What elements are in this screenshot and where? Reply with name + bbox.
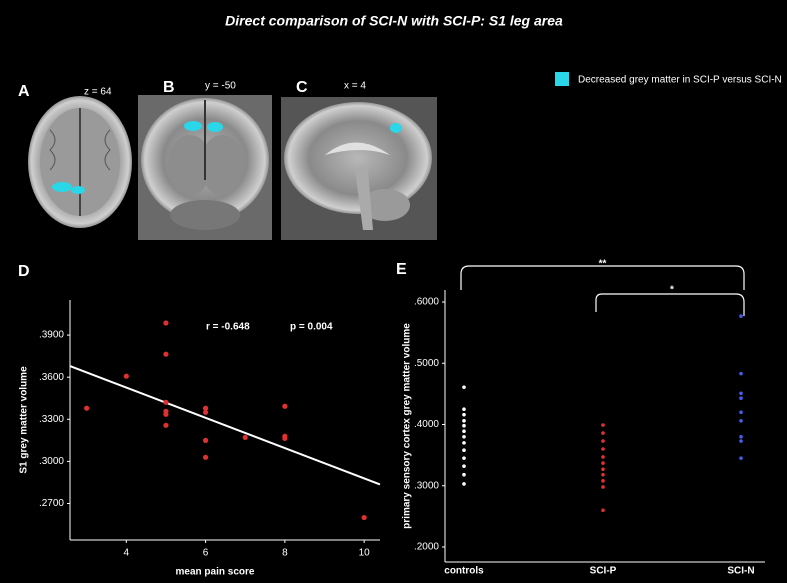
legend-label: Decreased grey matter in SCI-P versus SC… — [578, 75, 782, 86]
annotation: r = -0.648 — [206, 322, 250, 333]
y-tick-label: .5000 — [414, 358, 439, 369]
y-tick-label: .3900 — [39, 330, 64, 341]
y-tick-label: .2700 — [39, 498, 64, 509]
x-tick-label: controls — [444, 566, 484, 577]
x-tick-label: 8 — [282, 548, 288, 559]
point — [202, 409, 209, 415]
panel-label: C — [296, 79, 308, 96]
y-tick-label: .2000 — [414, 542, 439, 553]
point — [462, 423, 466, 428]
point — [462, 385, 466, 389]
point — [739, 434, 743, 439]
highlight — [184, 121, 202, 131]
point — [84, 405, 90, 411]
y-tick-label: .6000 — [414, 297, 439, 308]
point — [462, 448, 466, 453]
fit-line — [69, 365, 381, 486]
point — [462, 441, 466, 445]
point — [601, 455, 605, 459]
y-tick-label: .3300 — [39, 414, 64, 425]
point — [739, 396, 743, 400]
point — [601, 479, 605, 483]
bracket — [595, 293, 745, 316]
highlight — [390, 123, 402, 133]
panel-label: B — [163, 79, 175, 96]
y-axis-label: S1 grey matter volume — [19, 366, 30, 474]
point — [163, 422, 169, 428]
point — [601, 431, 605, 435]
point — [462, 412, 466, 417]
slice-label: z = 64 — [84, 87, 112, 98]
highlight — [52, 182, 72, 192]
point — [601, 439, 605, 443]
x-axis-label: mean pain score — [176, 567, 255, 578]
point — [462, 429, 466, 434]
point — [739, 419, 743, 423]
x-tick-label: SCI-P — [590, 566, 617, 577]
y-tick-label: .3600 — [39, 372, 64, 383]
point — [739, 371, 743, 376]
point — [282, 435, 288, 441]
point — [739, 391, 743, 396]
brain-image — [281, 97, 437, 240]
annotation: p = 0.004 — [290, 322, 333, 333]
point — [242, 434, 248, 441]
point — [462, 407, 466, 411]
x-tick-label: SCI-N — [727, 566, 754, 577]
y-axis-label: primary sensory cortex grey matter volum… — [402, 323, 413, 529]
point — [202, 454, 209, 460]
point — [163, 399, 169, 405]
y-tick-label: .3000 — [39, 456, 64, 467]
point — [163, 411, 169, 417]
point — [202, 437, 209, 443]
brain-image — [28, 96, 132, 228]
point — [601, 467, 605, 472]
point — [739, 456, 743, 460]
annotation: * — [670, 285, 674, 296]
point — [163, 320, 169, 326]
y-tick-label: .4000 — [414, 419, 439, 430]
figure-title: Direct comparison of SCI-N with SCI-P: S… — [225, 13, 563, 29]
x-tick-label: 10 — [359, 548, 371, 559]
point — [601, 423, 605, 427]
slice-label: y = -50 — [205, 81, 236, 92]
bracket — [460, 265, 745, 290]
highlight — [207, 122, 223, 132]
point — [202, 405, 209, 411]
point — [601, 461, 605, 465]
point — [462, 472, 466, 477]
point — [739, 410, 743, 415]
panel-label: D — [18, 263, 30, 280]
slice-label: x = 4 — [344, 81, 366, 92]
highlight — [71, 186, 85, 194]
x-tick-label: 6 — [203, 548, 209, 559]
point — [282, 403, 288, 409]
panel-label: A — [18, 83, 30, 100]
x-tick-label: 4 — [124, 548, 130, 559]
point — [462, 456, 466, 460]
point — [361, 514, 367, 521]
annotation: ** — [599, 259, 607, 270]
point — [601, 447, 605, 451]
point — [462, 434, 466, 439]
panel-label: E — [396, 261, 407, 278]
point — [739, 439, 743, 443]
point — [462, 482, 466, 486]
point — [601, 508, 605, 513]
legend-swatch — [555, 72, 569, 86]
point — [739, 314, 743, 318]
point — [462, 464, 466, 468]
point — [601, 485, 605, 489]
brain-image — [138, 95, 272, 240]
point — [462, 419, 466, 423]
point — [601, 472, 605, 477]
point — [163, 351, 169, 357]
y-tick-label: .3000 — [414, 480, 439, 491]
point — [123, 373, 129, 379]
